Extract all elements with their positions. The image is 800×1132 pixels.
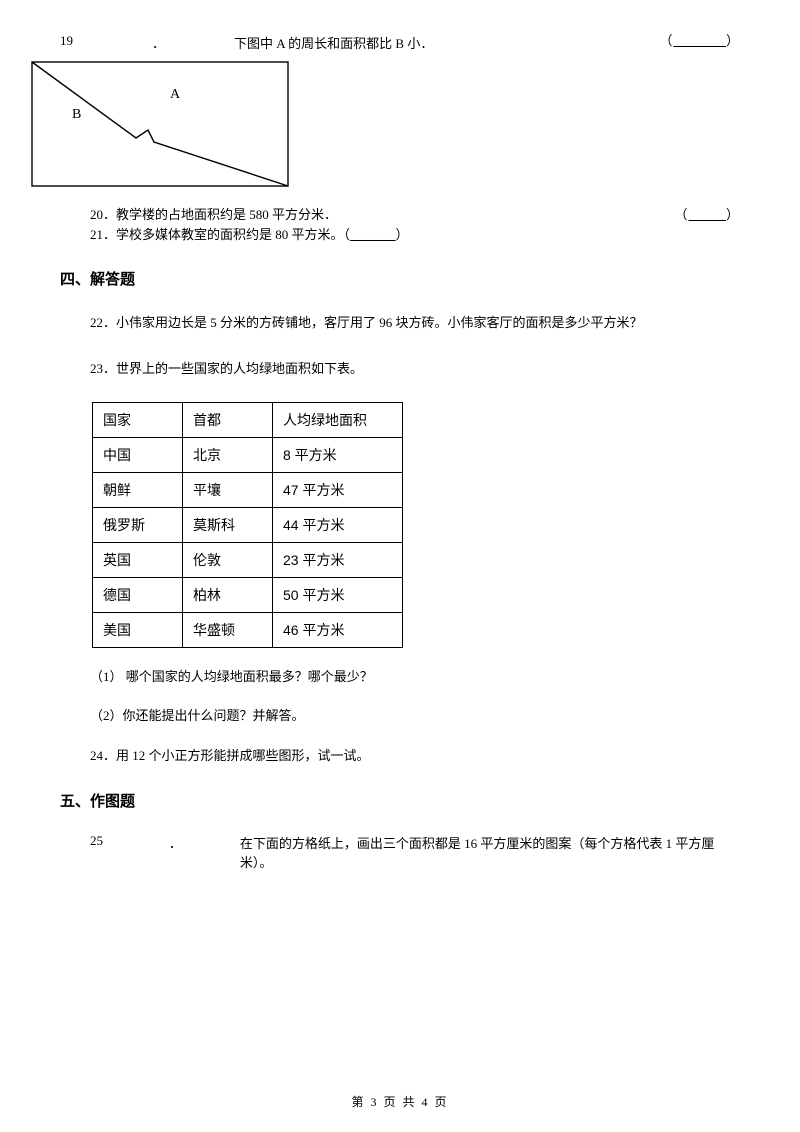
question-19: 19 ． 下图中 A 的周长和面积都比 B 小． （_______） bbox=[60, 30, 740, 52]
q20-label: 20． bbox=[90, 207, 116, 222]
table-row: 朝鲜平壤47 平方米 bbox=[93, 473, 403, 508]
section-4-heading: 四、解答题 bbox=[60, 268, 740, 289]
question-21: 21．学校多媒体教室的面积约是 80 平方米。（_______） bbox=[60, 223, 740, 246]
q24-label: 24． bbox=[90, 748, 116, 763]
q19-number: 19 bbox=[60, 33, 152, 52]
question-20: 20．教学楼的占地面积约是 580 平方分米． （_____） bbox=[60, 204, 740, 223]
q23-sub2: （2）你还能提出什么问题？并解答。 bbox=[60, 705, 740, 724]
q19-paren: （_______） bbox=[659, 30, 740, 49]
q19-left: 19 ． 下图中 A 的周长和面积都比 B 小． bbox=[60, 33, 433, 52]
page-footer: 第 3 页 共 4 页 bbox=[0, 1093, 800, 1110]
table-header-row: 国家 首都 人均绿地面积 bbox=[93, 403, 403, 438]
q21-label: 21． bbox=[90, 227, 116, 242]
label-b: B bbox=[72, 107, 81, 122]
q25-text: 在下面的方格纸上，画出三个面积都是 16 平方厘米的图案（每个方格代表 1 平方… bbox=[240, 833, 740, 871]
question-25: 25 ． 在下面的方格纸上，画出三个面积都是 16 平方厘米的图案（每个方格代表… bbox=[60, 833, 740, 871]
q23-label: 23． bbox=[90, 361, 116, 376]
q20-paren: （_____） bbox=[674, 204, 740, 223]
q20-content: 20．教学楼的占地面积约是 580 平方分米． bbox=[90, 204, 337, 223]
paren-close: ） bbox=[726, 207, 740, 222]
q25-dot: ． bbox=[169, 833, 240, 871]
paren-close: ） bbox=[726, 33, 740, 48]
ab-diagram: A B bbox=[30, 60, 290, 188]
q24-text: 用 12 个小正方形能拼成哪些图形，试一试。 bbox=[116, 748, 370, 763]
table-row: 美国华盛顿46 平方米 bbox=[93, 613, 403, 648]
q19-dot: ． bbox=[152, 33, 234, 52]
question-22: 22．小伟家用边长是 5 分米的方砖铺地，客厅用了 96 块方砖。小伟家客厅的面… bbox=[60, 311, 740, 334]
label-a: A bbox=[170, 87, 181, 102]
q19-blank[interactable]: _______ bbox=[673, 33, 726, 49]
q22-label: 22． bbox=[90, 315, 116, 330]
table-row: 德国柏林50 平方米 bbox=[93, 578, 403, 613]
q23-text: 世界上的一些国家的人均绿地面积如下表。 bbox=[116, 361, 363, 376]
q25-number: 25 bbox=[90, 833, 169, 871]
th-country: 国家 bbox=[93, 403, 183, 438]
question-24: 24．用 12 个小正方形能拼成哪些图形，试一试。 bbox=[60, 744, 740, 767]
q21-text: 学校多媒体教室的面积约是 80 平方米。（ bbox=[116, 227, 350, 242]
greenspace-table: 国家 首都 人均绿地面积 中国北京8 平方米 朝鲜平壤47 平方米 俄罗斯莫斯科… bbox=[92, 402, 403, 648]
q20-blank[interactable]: _____ bbox=[688, 207, 726, 223]
table-row: 俄罗斯莫斯科44 平方米 bbox=[93, 508, 403, 543]
q21-close: ） bbox=[396, 227, 409, 242]
table-row: 中国北京8 平方米 bbox=[93, 438, 403, 473]
paren-open: （ bbox=[674, 207, 688, 222]
th-area: 人均绿地面积 bbox=[273, 403, 403, 438]
q21-blank[interactable]: _______ bbox=[350, 223, 396, 246]
paren-open: （ bbox=[659, 33, 673, 48]
q20-text: 教学楼的占地面积约是 580 平方分米． bbox=[116, 207, 337, 222]
table-row: 英国伦敦23 平方米 bbox=[93, 543, 403, 578]
q19-text: 下图中 A 的周长和面积都比 B 小． bbox=[234, 33, 433, 52]
q22-text: 小伟家用边长是 5 分米的方砖铺地，客厅用了 96 块方砖。小伟家客厅的面积是多… bbox=[116, 315, 643, 330]
question-23: 23．世界上的一些国家的人均绿地面积如下表。 bbox=[60, 357, 740, 380]
th-capital: 首都 bbox=[183, 403, 273, 438]
q23-sub1: （1） 哪个国家的人均绿地面积最多？哪个最少？ bbox=[60, 666, 740, 685]
section-5-heading: 五、作图题 bbox=[60, 790, 740, 811]
